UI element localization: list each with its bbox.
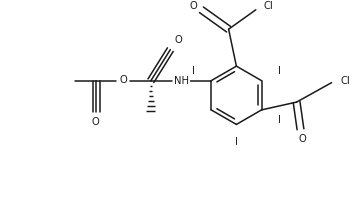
Text: O: O (299, 134, 306, 144)
Text: O: O (190, 1, 198, 11)
Text: Cl: Cl (264, 1, 273, 11)
Text: O: O (120, 75, 127, 85)
Text: I: I (192, 66, 195, 76)
Text: I: I (278, 66, 281, 76)
Text: O: O (174, 35, 182, 45)
Text: O: O (92, 117, 100, 128)
Text: Cl: Cl (340, 76, 350, 86)
Text: I: I (278, 115, 281, 125)
Text: I: I (235, 137, 238, 147)
Text: NH: NH (174, 76, 189, 86)
